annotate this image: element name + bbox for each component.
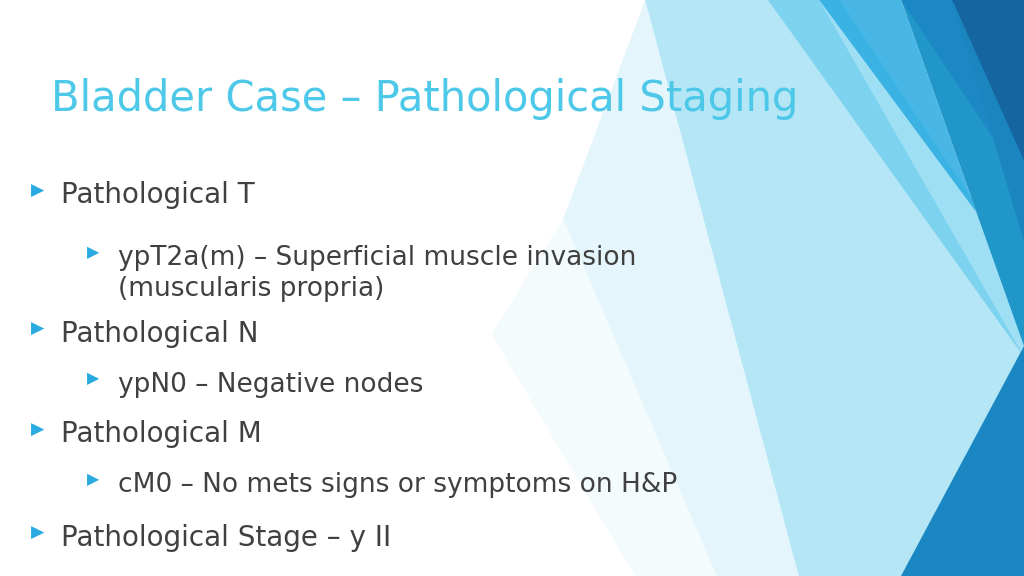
Polygon shape <box>901 346 1024 576</box>
Polygon shape <box>768 0 1024 357</box>
Text: Pathological N: Pathological N <box>61 320 259 348</box>
Text: Bladder Case – Pathological Staging: Bladder Case – Pathological Staging <box>51 78 799 120</box>
Polygon shape <box>952 0 1024 242</box>
Text: ▶: ▶ <box>31 181 44 199</box>
Polygon shape <box>819 0 1024 346</box>
Text: ypN0 – Negative nodes: ypN0 – Negative nodes <box>118 372 423 397</box>
Polygon shape <box>952 0 1024 161</box>
Polygon shape <box>563 0 799 576</box>
Text: ▶: ▶ <box>31 524 44 542</box>
Text: ▶: ▶ <box>87 472 99 487</box>
Polygon shape <box>901 0 1024 242</box>
Text: cM0 – No mets signs or symptoms on H&P: cM0 – No mets signs or symptoms on H&P <box>118 472 677 498</box>
Polygon shape <box>492 219 717 576</box>
Polygon shape <box>901 0 1024 346</box>
Text: ▶: ▶ <box>31 320 44 338</box>
Text: ▶: ▶ <box>87 245 99 260</box>
Polygon shape <box>645 0 1024 576</box>
Text: Pathological Stage – y II: Pathological Stage – y II <box>61 524 392 552</box>
Text: ▶: ▶ <box>31 420 44 438</box>
Text: Pathological T: Pathological T <box>61 181 255 210</box>
Text: Pathological M: Pathological M <box>61 420 262 449</box>
Text: ypT2a(m) – Superficial muscle invasion
(muscularis propria): ypT2a(m) – Superficial muscle invasion (… <box>118 245 636 302</box>
Text: ▶: ▶ <box>87 372 99 386</box>
